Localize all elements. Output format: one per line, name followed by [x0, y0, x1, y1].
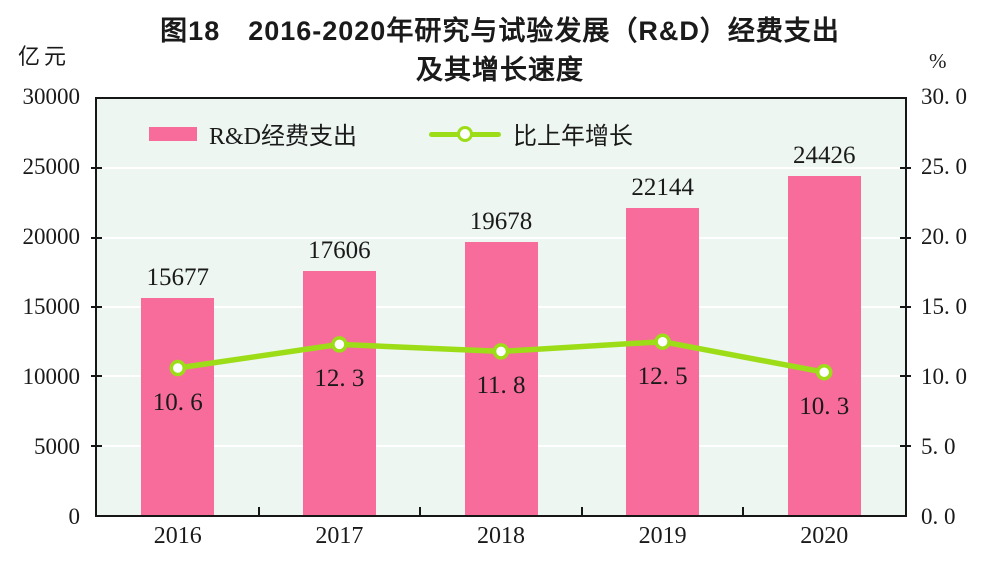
legend-item-growth: 比上年增长	[429, 116, 633, 151]
right-axis-tick	[900, 237, 911, 239]
growth-value-label: 10. 3	[799, 393, 850, 421]
right-axis-tick	[900, 445, 911, 447]
x-axis-tick	[581, 507, 583, 516]
line-series-swatch-icon	[429, 124, 502, 144]
left-axis-tick-label: 25000	[22, 154, 81, 179]
x-axis-tick	[419, 507, 421, 516]
chart-title-line1: 图18 2016-2020年研究与试验发展（R&D）经费支出	[160, 16, 840, 46]
left-axis-tick	[91, 167, 102, 169]
bar	[626, 208, 699, 515]
right-axis-tick-label: 0. 0	[921, 504, 956, 529]
right-axis-tick-label: 25. 0	[921, 154, 967, 179]
left-axis-tick	[91, 445, 102, 447]
bar-value-label: 24426	[792, 142, 856, 169]
legend-line-label: 比上年增长	[513, 124, 634, 150]
plot-area: 15677 17606 19678 22144 24426 10. 6 12. 3 11. 8…	[91, 97, 911, 517]
right-axis-tick	[900, 306, 911, 308]
bar	[465, 242, 538, 515]
legend: R&D经费支出 比上年增长	[149, 116, 633, 151]
right-axis-tick-label: 10. 0	[921, 364, 967, 389]
bar-value-label: 22144	[631, 174, 694, 201]
left-axis-unit-label: 亿元	[18, 44, 71, 69]
right-axis-tick-label: 30. 0	[921, 84, 967, 109]
x-axis-category-label: 2018	[477, 523, 525, 549]
left-axis-tick	[91, 375, 102, 377]
bar-series-swatch-icon	[149, 126, 197, 141]
left-axis-tick	[91, 237, 102, 239]
left-axis-tick-label: 5000	[34, 434, 80, 459]
right-axis-tick-label: 20. 0	[921, 224, 967, 249]
x-axis-category-label: 2016	[153, 523, 202, 549]
growth-value-label: 12. 3	[314, 365, 365, 393]
bar-value-label: 19678	[469, 208, 533, 235]
left-axis-tick-label: 15000	[22, 294, 81, 319]
bar-value-label: 15677	[146, 264, 210, 291]
right-axis-tick	[900, 167, 911, 169]
chart-title-line2: 及其增长速度	[416, 55, 584, 85]
bar-value-label: 17606	[308, 237, 371, 264]
left-axis-tick-label: 10000	[22, 364, 81, 389]
left-axis-tick-label: 30000	[22, 84, 81, 109]
legend-bar-label: R&D经费支出	[209, 124, 358, 150]
x-axis-tick	[258, 507, 260, 516]
growth-value-label: 11. 8	[476, 372, 526, 400]
growth-value-label: 10. 6	[152, 389, 203, 416]
right-axis-tick	[900, 375, 911, 377]
x-axis-category-label: 2020	[800, 523, 849, 549]
right-axis-unit-label: %	[929, 49, 947, 73]
left-axis-tick-label: 0	[68, 504, 81, 529]
growth-value-label: 12. 5	[637, 362, 688, 390]
legend-item-rd-expenditure: R&D经费支出	[149, 116, 357, 151]
line-marker-icon	[457, 125, 474, 142]
plot-inner: 15677 17606 19678 22144 24426 10. 6 12. 3 11. 8…	[91, 99, 911, 516]
gridline	[97, 237, 905, 239]
x-axis-category-label: 2017	[315, 523, 364, 549]
bar	[788, 176, 861, 515]
right-axis-tick-label: 5. 0	[921, 434, 956, 459]
gridline	[97, 167, 905, 169]
bar	[303, 271, 376, 515]
left-axis-tick-label: 20000	[22, 224, 81, 249]
x-axis-tick	[742, 507, 744, 516]
right-axis-tick-label: 15. 0	[921, 294, 967, 319]
x-axis-category-label: 2019	[638, 523, 687, 549]
bar	[141, 298, 214, 515]
left-axis-tick	[91, 306, 102, 308]
